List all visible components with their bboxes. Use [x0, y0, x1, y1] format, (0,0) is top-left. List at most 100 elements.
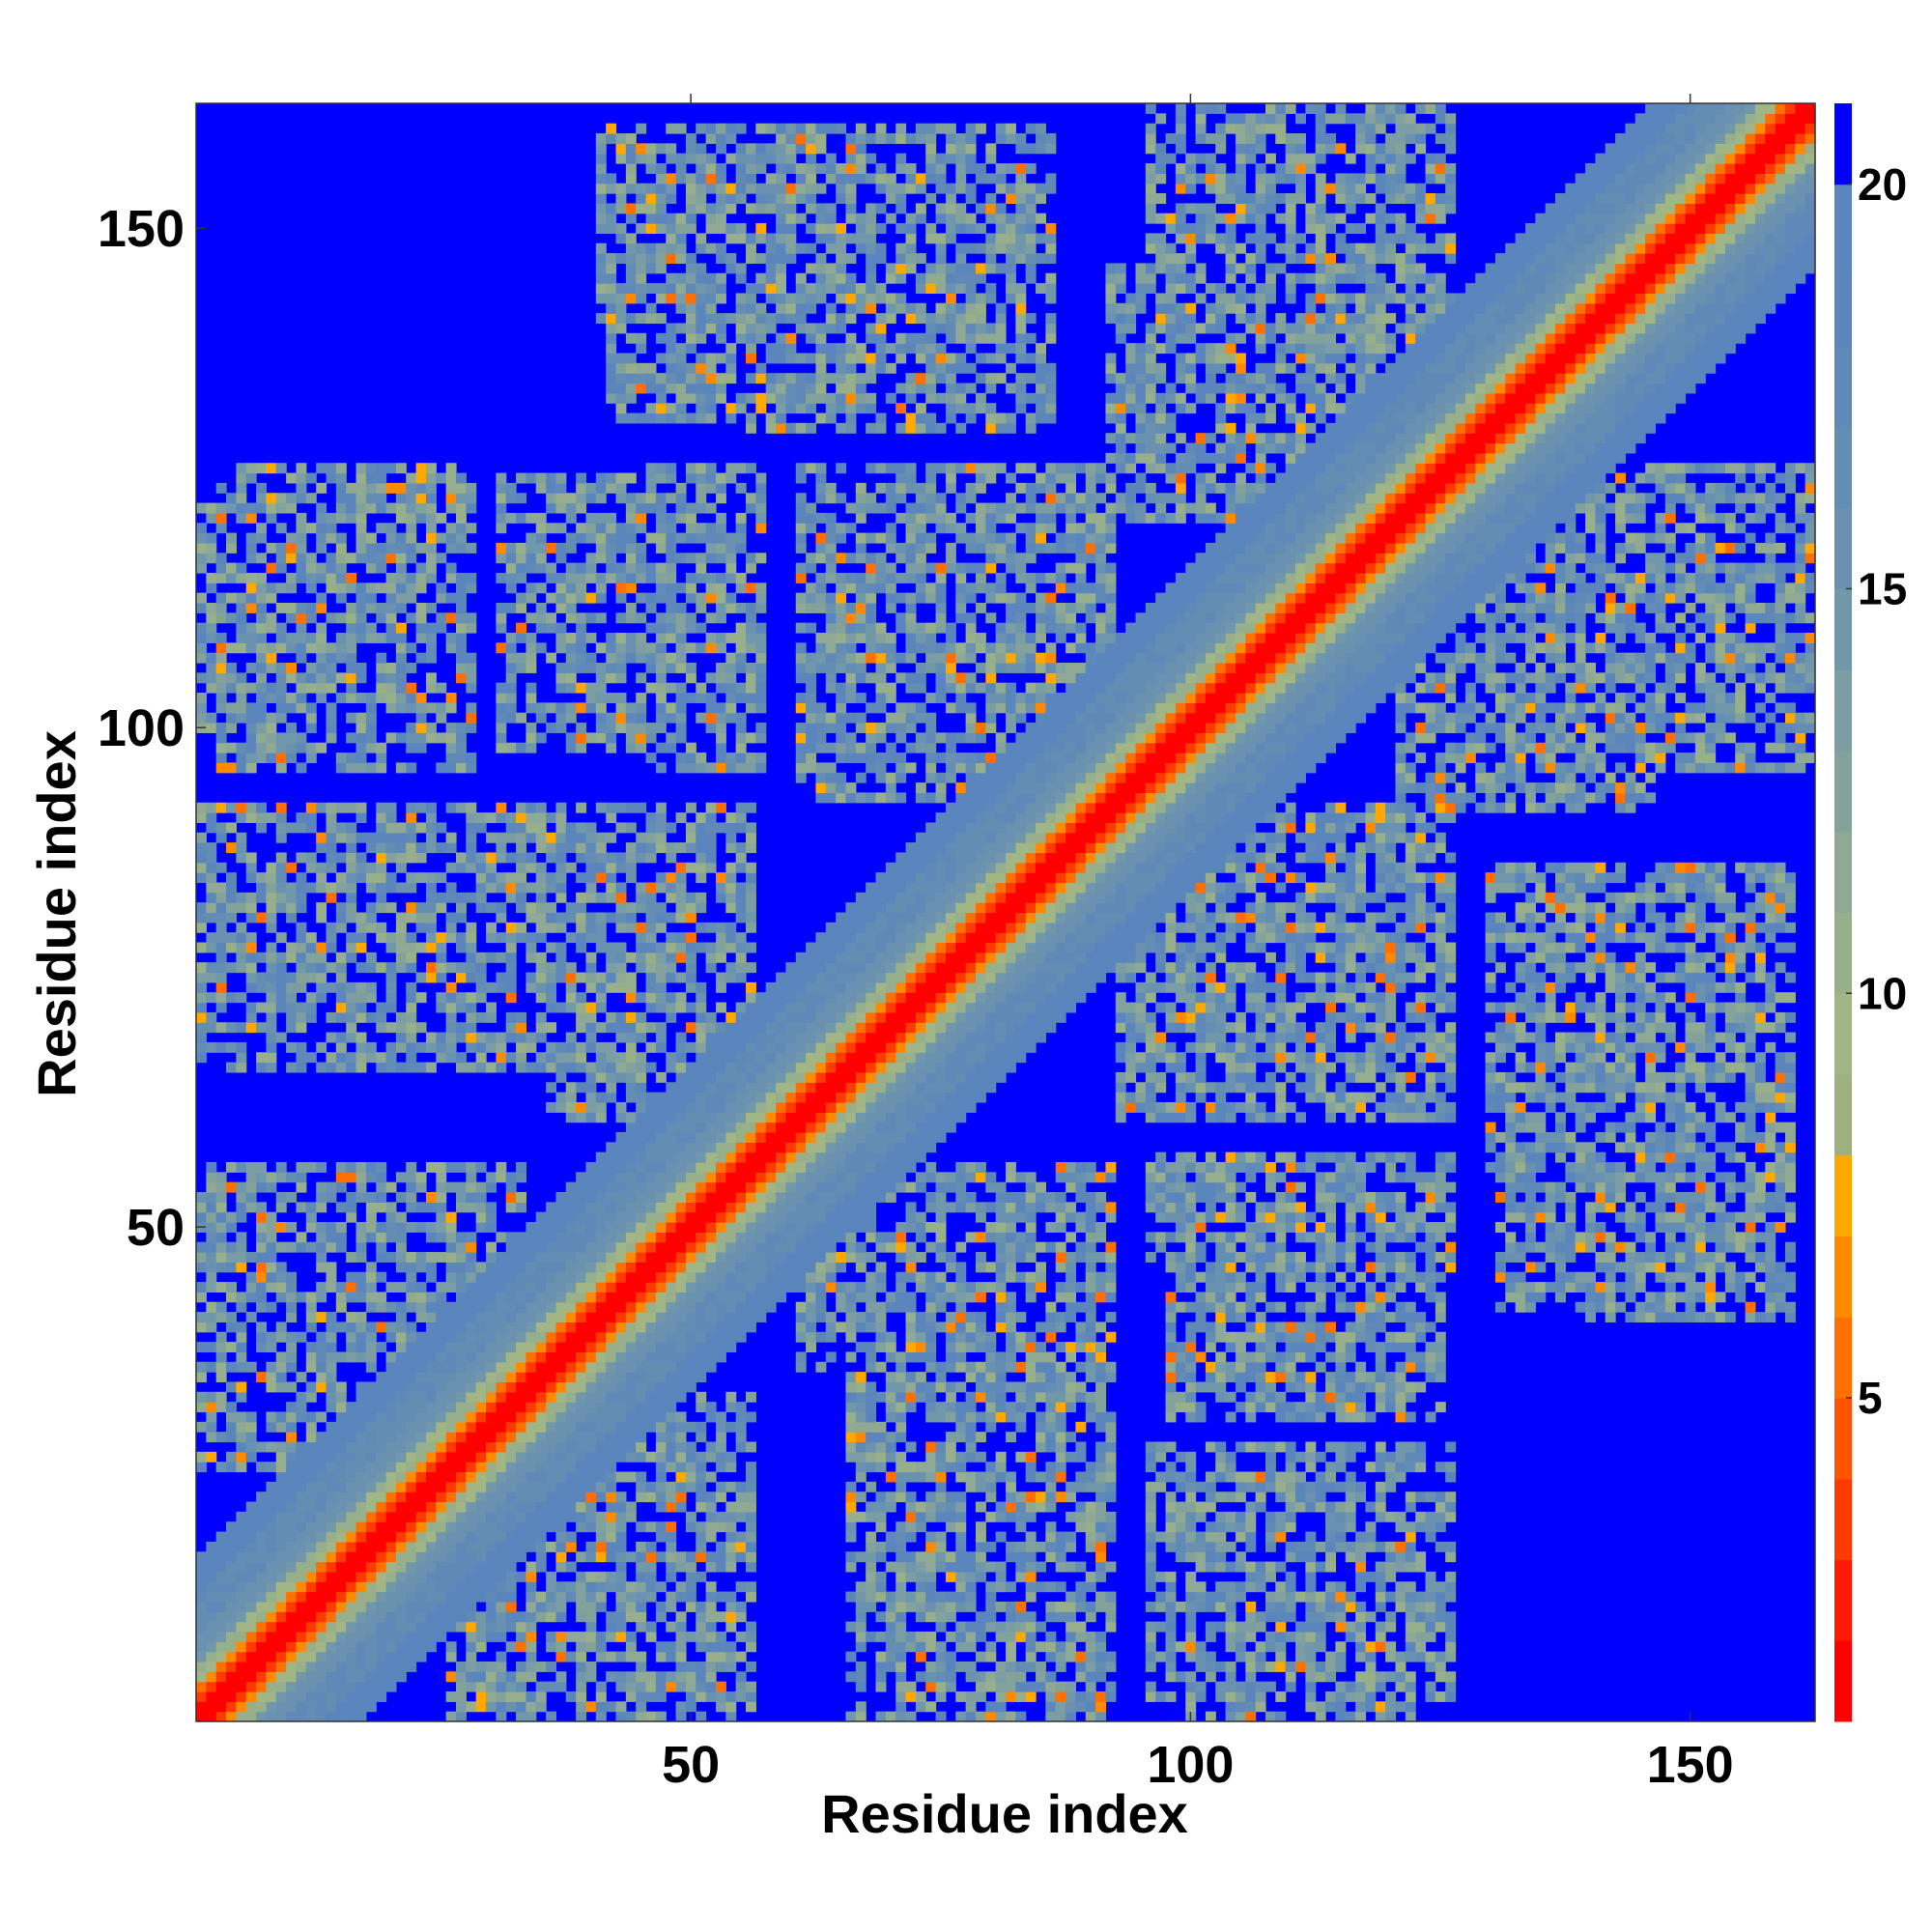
heatmap-cell — [516, 842, 527, 854]
heatmap-cell — [715, 922, 726, 933]
heatmap-cell — [655, 582, 667, 594]
heatmap-cell — [496, 1052, 507, 1064]
heatmap-cell — [266, 1441, 277, 1453]
heatmap-cell — [316, 1621, 327, 1633]
heatmap-cell — [725, 1292, 737, 1303]
heatmap-cell — [685, 173, 696, 185]
heatmap-cell — [565, 822, 577, 834]
heatmap-cell — [615, 1492, 627, 1503]
heatmap-cell — [226, 872, 237, 884]
heatmap-cell — [406, 912, 417, 923]
heatmap-cell — [615, 482, 627, 494]
heatmap-cell — [286, 1421, 298, 1433]
heatmap-cell — [406, 523, 417, 534]
heatmap-cell — [455, 962, 467, 974]
heatmap-cell — [715, 612, 726, 624]
heatmap-cell — [606, 942, 617, 953]
heatmap-cell — [326, 642, 337, 654]
heatmap-cell — [715, 143, 726, 155]
heatmap-cell — [625, 1681, 637, 1692]
heatmap-cell — [215, 882, 227, 894]
heatmap-cell — [266, 1521, 277, 1533]
heatmap-cell — [595, 1002, 607, 1013]
heatmap-cell — [415, 1611, 427, 1623]
heatmap-cell — [346, 1641, 357, 1653]
heatmap-cell — [526, 742, 537, 753]
heatmap-cell — [385, 1601, 397, 1612]
heatmap-cell — [645, 1192, 657, 1203]
heatmap-cell — [645, 1571, 657, 1582]
heatmap-cell — [486, 1481, 497, 1492]
heatmap-cell — [615, 1521, 627, 1533]
heatmap-cell — [705, 612, 717, 624]
heatmap-cell — [215, 981, 227, 993]
heatmap-cell — [256, 642, 268, 654]
heatmap-cell — [415, 1402, 427, 1413]
heatmap-cell — [266, 1651, 277, 1662]
heatmap-cell — [316, 1690, 327, 1702]
heatmap-cell — [555, 852, 567, 864]
heatmap-cell — [486, 1531, 497, 1543]
heatmap-cell — [685, 1331, 696, 1343]
heatmap-cell — [475, 1271, 487, 1283]
heatmap-cell — [696, 412, 707, 424]
heatmap-cell — [266, 753, 277, 764]
heatmap-cell — [666, 1202, 677, 1213]
heatmap-cell — [735, 1161, 747, 1173]
heatmap-cell — [296, 1391, 307, 1403]
heatmap-cell — [226, 1312, 237, 1323]
heatmap-cell — [365, 1661, 377, 1672]
heatmap-cell — [226, 1651, 237, 1662]
heatmap-cell — [245, 753, 257, 764]
heatmap-cell — [735, 1651, 747, 1662]
heatmap-cell — [455, 523, 467, 534]
heatmap-cell — [696, 1282, 707, 1293]
heatmap-cell — [316, 912, 327, 923]
heatmap-cell — [445, 912, 457, 923]
heatmap-cell — [625, 1321, 637, 1333]
heatmap-cell — [376, 1471, 387, 1483]
heatmap-cell — [406, 1161, 417, 1173]
heatmap-cell — [725, 412, 737, 424]
heatmap-cell — [415, 1421, 427, 1433]
heatmap-cell — [346, 1161, 357, 1173]
heatmap-cell — [296, 1681, 307, 1692]
heatmap-cell — [215, 1041, 227, 1053]
heatmap-cell — [585, 523, 597, 534]
heatmap-cell — [546, 832, 557, 843]
heatmap-cell — [376, 482, 387, 494]
heatmap-cell — [275, 1621, 287, 1633]
heatmap-cell — [565, 1271, 577, 1283]
heatmap-cell — [505, 1611, 517, 1623]
heatmap-cell — [215, 612, 227, 624]
heatmap-cell — [595, 981, 607, 993]
heatmap-cell — [645, 1232, 657, 1243]
heatmap-cell — [565, 1052, 577, 1064]
heatmap-cell — [666, 332, 677, 344]
heatmap-cell — [346, 1481, 357, 1492]
heatmap-cell — [425, 962, 437, 974]
heatmap-cell — [675, 882, 687, 894]
heatmap-cell — [735, 1402, 747, 1413]
heatmap-cell — [516, 652, 527, 664]
heatmap-cell — [705, 1071, 717, 1083]
heatmap-cell — [645, 193, 657, 204]
heatmap-cell — [705, 632, 717, 643]
heatmap-cell — [666, 732, 677, 744]
heatmap-cell — [705, 862, 717, 873]
heatmap-cell — [196, 1361, 207, 1373]
heatmap-cell — [496, 842, 507, 854]
heatmap-cell — [236, 753, 247, 764]
heatmap-cell — [585, 1631, 597, 1642]
heatmap-cell — [496, 1041, 507, 1053]
heatmap-cell — [725, 343, 737, 355]
heatmap-cell — [365, 1690, 377, 1702]
heatmap-cell — [215, 1262, 227, 1273]
heatmap-cell — [475, 1591, 487, 1603]
heatmap-cell — [395, 862, 407, 873]
heatmap-cell — [355, 693, 367, 703]
heatmap-cell — [316, 1181, 327, 1193]
heatmap-cell — [206, 663, 217, 673]
heatmap-cell — [385, 882, 397, 894]
heatmap-cell — [466, 1321, 477, 1333]
